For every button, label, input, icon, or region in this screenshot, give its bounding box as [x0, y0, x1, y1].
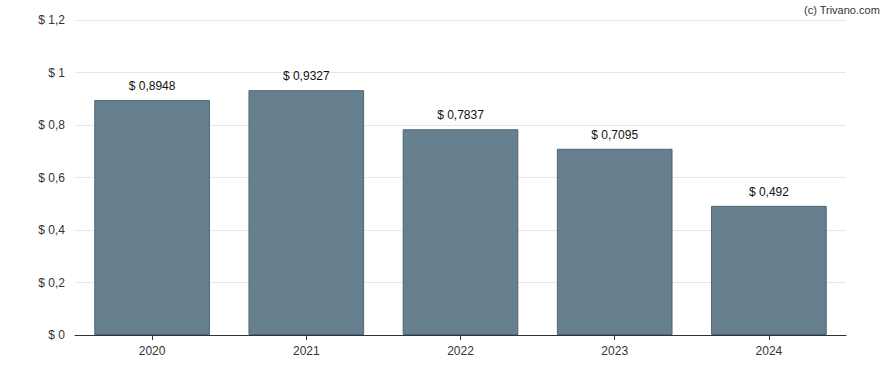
svg-text:$ 1: $ 1	[48, 66, 65, 80]
svg-text:2020: 2020	[139, 344, 166, 358]
svg-text:$ 0,2: $ 0,2	[38, 276, 65, 290]
svg-text:$ 0,492: $ 0,492	[749, 185, 789, 199]
svg-text:$ 0,4: $ 0,4	[38, 223, 65, 237]
svg-text:(c) Trivano.com: (c) Trivano.com	[804, 4, 880, 16]
svg-text:$ 0,6: $ 0,6	[38, 171, 65, 185]
svg-text:2022: 2022	[447, 344, 474, 358]
svg-text:$ 0,7095: $ 0,7095	[591, 128, 638, 142]
svg-text:$ 0,9327: $ 0,9327	[283, 69, 330, 83]
svg-text:2024: 2024	[756, 344, 783, 358]
svg-text:$ 0,8948: $ 0,8948	[129, 79, 176, 93]
svg-text:2023: 2023	[601, 344, 628, 358]
svg-text:$ 1,2: $ 1,2	[38, 13, 65, 27]
svg-text:$ 0,7837: $ 0,7837	[437, 108, 484, 122]
svg-text:$ 0: $ 0	[48, 328, 65, 342]
svg-text:$ 0,8: $ 0,8	[38, 118, 65, 132]
svg-text:2021: 2021	[293, 344, 320, 358]
